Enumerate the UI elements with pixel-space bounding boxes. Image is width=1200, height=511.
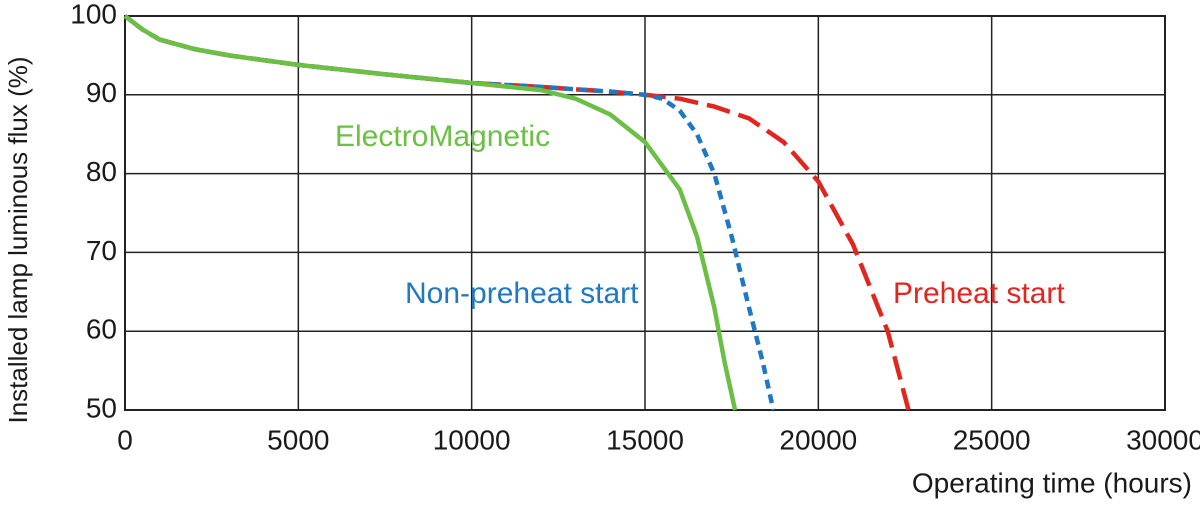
x-tick-label: 5000 — [267, 424, 329, 455]
y-tick-label: 90 — [86, 77, 117, 108]
series-label: Non-preheat start — [405, 277, 639, 310]
y-tick-label: 70 — [86, 235, 117, 266]
x-tick-label: 25000 — [953, 424, 1031, 455]
x-tick-label: 10000 — [433, 424, 511, 455]
plot-frame — [124, 15, 1166, 411]
series-label: ElectroMagnetic — [335, 120, 550, 153]
y-tick-label: 100 — [70, 0, 117, 29]
y-tick-label: 50 — [86, 392, 117, 423]
y-tick-label: 80 — [86, 156, 117, 187]
y-tick-label: 60 — [86, 314, 117, 345]
y-axis-label: Installed lamp luminous flux (%) — [3, 56, 33, 423]
series-line — [123, 14, 776, 411]
series-label: Preheat start — [893, 277, 1065, 310]
x-tick-label: 30000 — [1126, 424, 1200, 455]
x-tick-label: 0 — [117, 424, 133, 455]
series-line — [123, 14, 738, 411]
x-axis-label: Operating time (hours) — [912, 467, 1192, 498]
x-tick-label: 20000 — [779, 424, 857, 455]
x-tick-label: 15000 — [606, 424, 684, 455]
series-line — [123, 14, 911, 411]
